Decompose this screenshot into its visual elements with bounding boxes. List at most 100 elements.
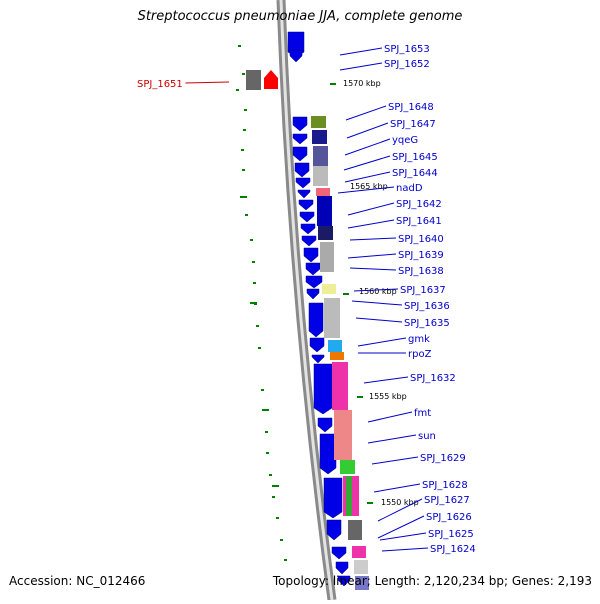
annotation-block — [346, 476, 352, 516]
gene-arrow — [306, 288, 320, 300]
gene-label[interactable]: rpoZ — [408, 349, 432, 360]
gene-leader-line — [377, 498, 423, 522]
gene-label[interactable]: SPJ_1624 — [430, 544, 476, 555]
gene-leader-line — [185, 81, 230, 84]
gene-leader-line — [363, 376, 409, 384]
gene-arrow — [326, 519, 342, 541]
gene-leader-line — [347, 219, 395, 229]
gene-leader-line — [373, 483, 421, 493]
kbp-label: 1555 kbp — [369, 392, 407, 401]
kbp-label: 1560 kbp — [359, 287, 397, 296]
gene-leader-line — [337, 186, 395, 194]
kbp-label: 1570 kbp — [343, 79, 381, 88]
gene-leader-line — [377, 515, 425, 539]
gene-leader-line — [347, 202, 395, 216]
gene-label[interactable]: SPJ_1652 — [384, 59, 430, 70]
gene-leader-line — [355, 317, 403, 323]
gene-arrow — [317, 417, 333, 433]
annotation-block — [316, 188, 330, 196]
gene-leader-line — [349, 267, 397, 271]
gene-arrow — [303, 247, 319, 263]
gene-leader-line — [351, 300, 403, 306]
gene-label[interactable]: SPJ_1627 — [424, 495, 470, 506]
gene-label[interactable]: sun — [418, 431, 436, 442]
gene-label[interactable]: SPJ_1636 — [404, 301, 450, 312]
gene-leader-line — [371, 456, 419, 465]
genome-backbone-highlight — [279, 0, 334, 601]
gene-label[interactable]: SPJ_1648 — [388, 102, 434, 113]
annotation-block — [332, 362, 348, 410]
gene-label[interactable]: SPJ_1625 — [428, 529, 474, 540]
gene-leader-line — [344, 138, 391, 156]
gene-leader-line — [367, 411, 413, 423]
gene-label[interactable]: SPJ_1647 — [390, 119, 436, 130]
gene-arrow — [313, 363, 333, 415]
gene-label[interactable]: SPJ_1639 — [398, 250, 444, 261]
gene-leader-line — [381, 547, 429, 552]
gene-arrow — [292, 133, 308, 145]
gene-label[interactable]: SPJ_1628 — [422, 480, 468, 491]
gene-leader-line — [345, 105, 387, 121]
accession-label: Accession: NC_012466 — [9, 574, 146, 588]
gene-arrow — [335, 561, 349, 575]
gene-label[interactable]: SPJ_1651 — [137, 79, 183, 90]
gene-label[interactable]: SPJ_1640 — [398, 234, 444, 245]
annotation-block — [355, 576, 369, 590]
annotation-block — [354, 560, 368, 574]
gene-leader-line — [349, 237, 397, 241]
gene-arrow — [308, 302, 324, 338]
gene-label[interactable]: fmt — [414, 408, 431, 419]
gene-arrow — [292, 146, 308, 162]
gene-arrow — [305, 275, 323, 289]
gene-arrow — [292, 116, 308, 132]
gene-arrow — [295, 177, 311, 189]
gene-leader-line — [367, 434, 417, 444]
annotation-block — [330, 352, 344, 360]
gene-leader-line — [339, 47, 383, 56]
annotation-block — [318, 226, 333, 240]
gene-label[interactable]: SPJ_1629 — [420, 453, 466, 464]
annotation-block — [317, 196, 332, 226]
genome-stats-label: Topology: linear; Length: 2,120,234 bp; … — [272, 574, 592, 588]
annotation-block — [313, 166, 328, 186]
gene-label[interactable]: SPJ_1635 — [404, 318, 450, 329]
annotation-block — [340, 460, 355, 474]
annotation-block — [328, 340, 342, 352]
gene-arrow — [311, 354, 325, 364]
map-title: Streptococcus pneumoniae JJA, complete g… — [137, 9, 463, 24]
gene-label[interactable]: gmk — [408, 334, 430, 345]
gene-label[interactable]: SPJ_1638 — [398, 266, 444, 277]
gene-block-red — [264, 70, 278, 89]
gene-leader-line — [339, 62, 383, 71]
gene-label[interactable]: SPJ_1653 — [384, 44, 430, 55]
gene-arrow — [331, 546, 347, 560]
gene-arrow — [299, 211, 315, 223]
gene-arrow — [297, 189, 311, 199]
annotation-block — [313, 146, 328, 166]
gene-label[interactable]: SPJ_1626 — [426, 512, 472, 523]
gene-arrow — [289, 49, 303, 63]
gene-label[interactable]: SPJ_1644 — [392, 168, 438, 179]
gene-arrow — [298, 199, 314, 211]
gene-label[interactable]: SPJ_1637 — [400, 285, 446, 296]
gene-arrow — [323, 477, 343, 519]
gene-leader-line — [379, 532, 427, 541]
gene-label[interactable]: SPJ_1642 — [396, 199, 442, 210]
gene-leader-line — [347, 253, 397, 259]
annotation-block — [322, 284, 336, 294]
gene-leader-line — [353, 288, 399, 292]
annotation-block — [348, 520, 362, 540]
gene-leader-line — [343, 155, 391, 171]
gene-label[interactable]: nadD — [396, 183, 423, 194]
gene-arrow — [309, 337, 325, 353]
gene-label[interactable]: yqeG — [392, 135, 418, 146]
gene-label[interactable]: SPJ_1645 — [392, 152, 438, 163]
annotation-block — [334, 410, 352, 460]
gene-arrow — [294, 162, 310, 178]
gene-label[interactable]: SPJ_1632 — [410, 373, 456, 384]
gene-label[interactable]: SPJ_1641 — [396, 216, 442, 227]
gene-arrow — [305, 262, 321, 276]
gene-leader-line — [344, 171, 391, 183]
